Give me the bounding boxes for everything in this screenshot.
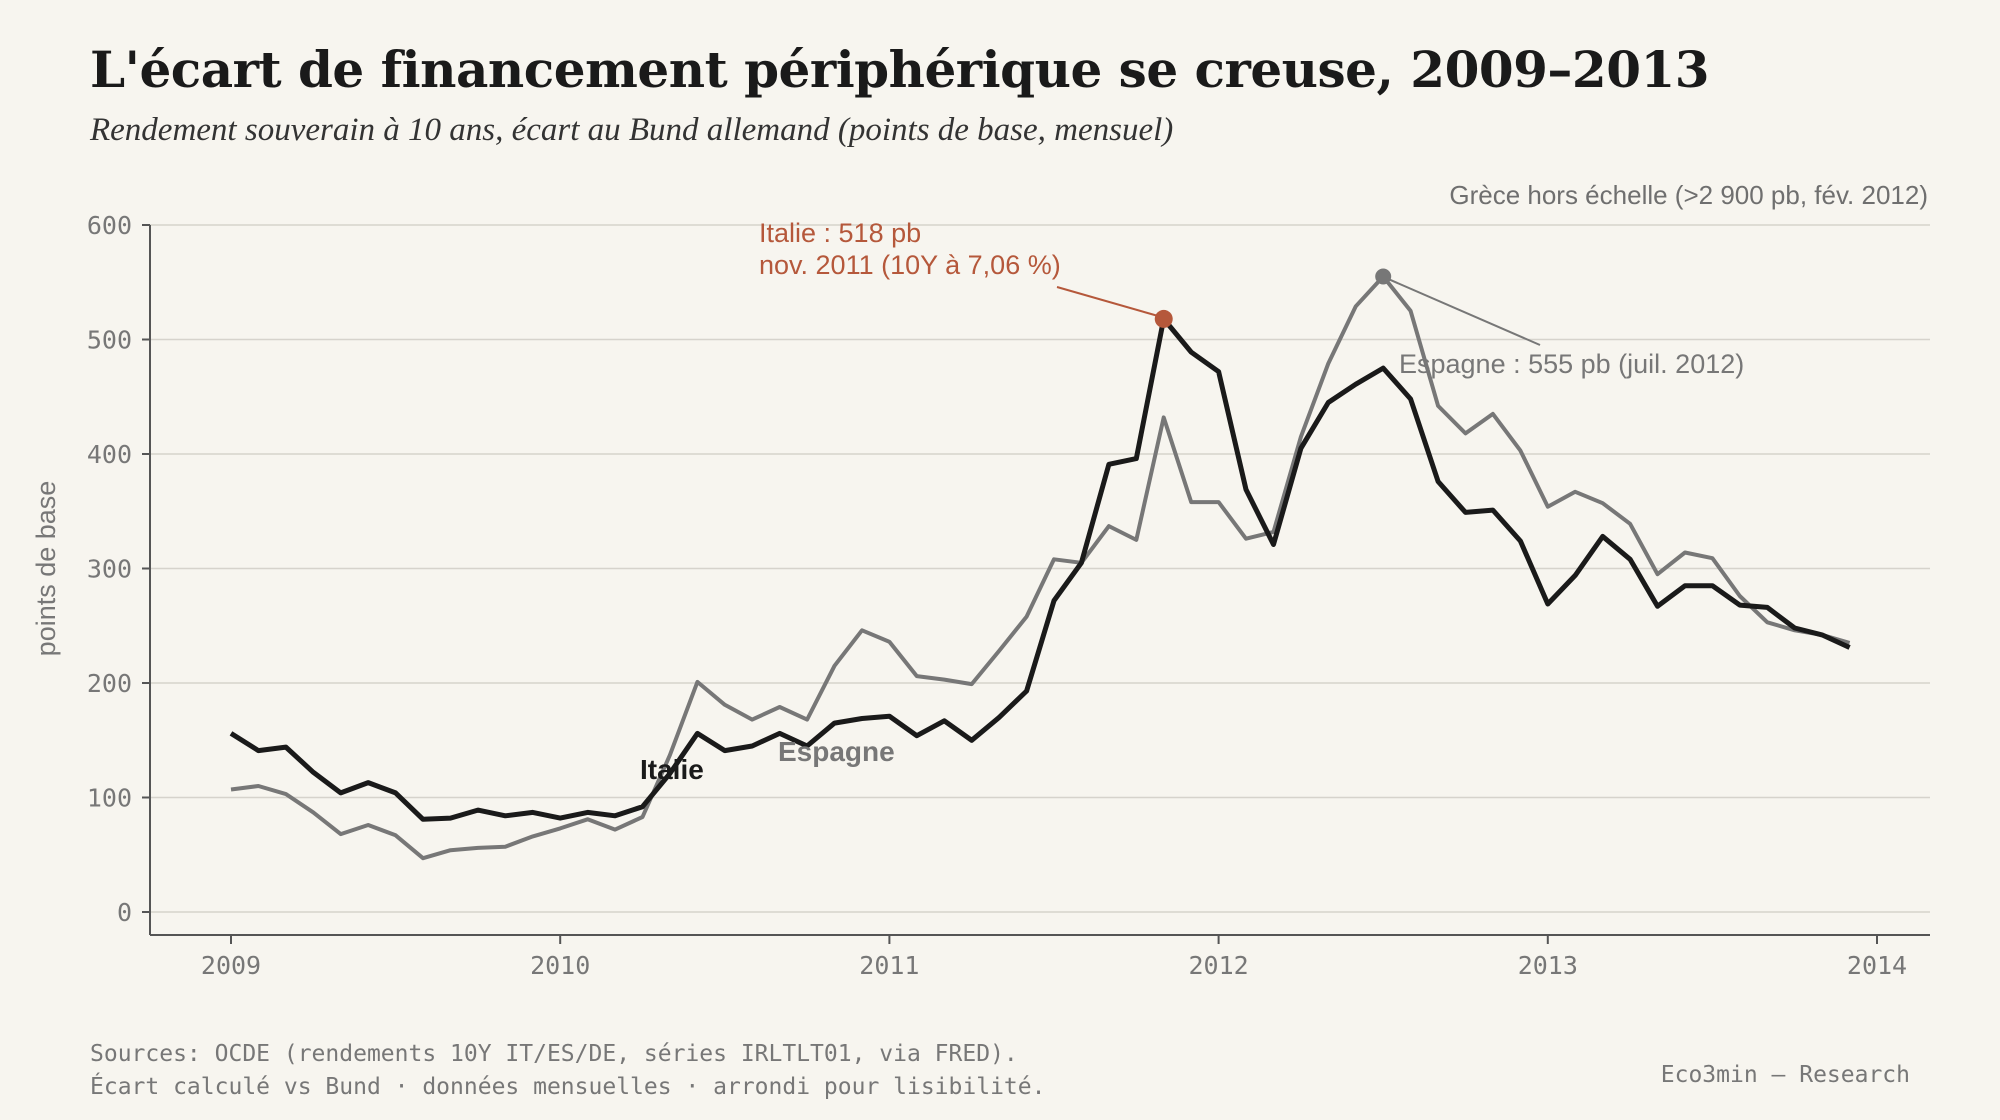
italy-peak-annotation-line2: nov. 2011 (10Y à 7,06 %) (759, 250, 1061, 280)
source-line-2: Écart calculé vs Bund · données mensuell… (90, 1074, 1046, 1100)
y-tick-label: 200 (87, 669, 132, 698)
x-axis-ticks: 2009 2010 2011 2012 2013 2014 (201, 935, 1907, 980)
x-tick-label: 2014 (1847, 951, 1907, 980)
y-tick-label: 300 (87, 555, 132, 584)
chart-title: L'écart de financement périphérique se c… (90, 40, 1710, 99)
italy-peak-annotation-line1: Italie : 518 pb (759, 218, 921, 248)
series-line-spain (230, 274, 1851, 861)
italy-peak-leader (1056, 286, 1159, 317)
spain-peak-marker (1375, 268, 1392, 285)
y-tick-label: 0 (117, 898, 132, 927)
source-note: Sources: OCDE (rendements 10Y IT/ES/DE, … (90, 1038, 1045, 1104)
y-tick-label: 400 (87, 440, 132, 469)
x-tick-label: 2010 (530, 951, 590, 980)
series-label-spain: Espagne (778, 736, 895, 767)
series-line-italy (229, 316, 1851, 822)
y-tick-label: 100 (87, 784, 132, 813)
y-axis-label: points de base (31, 481, 61, 657)
source-line-1: Sources: OCDE (rendements 10Y IT/ES/DE, … (90, 1041, 1018, 1067)
series-label-italy: Italie (640, 754, 704, 785)
y-tick-label: 500 (87, 326, 132, 355)
x-tick-label: 2012 (1188, 951, 1248, 980)
x-tick-label: 2013 (1518, 951, 1578, 980)
spain-peak-leader (1386, 277, 1541, 346)
spain-peak-annotation: Espagne : 555 pb (juil. 2012) (1399, 349, 1744, 379)
chart-subtitle: Rendement souverain à 10 ans, écart au B… (90, 112, 1174, 148)
y-axis-ticks: 0 100 200 300 400 500 600 (87, 211, 150, 927)
x-tick-label: 2009 (201, 951, 261, 980)
x-tick-label: 2011 (859, 951, 919, 980)
y-tick-label: 600 (87, 211, 132, 240)
greece-note: Grèce hors échelle (>2 900 pb, fév. 2012… (1449, 180, 1928, 210)
italy-peak-marker (1154, 309, 1173, 328)
brand-credit: Eco3min — Research (1660, 1062, 1910, 1088)
